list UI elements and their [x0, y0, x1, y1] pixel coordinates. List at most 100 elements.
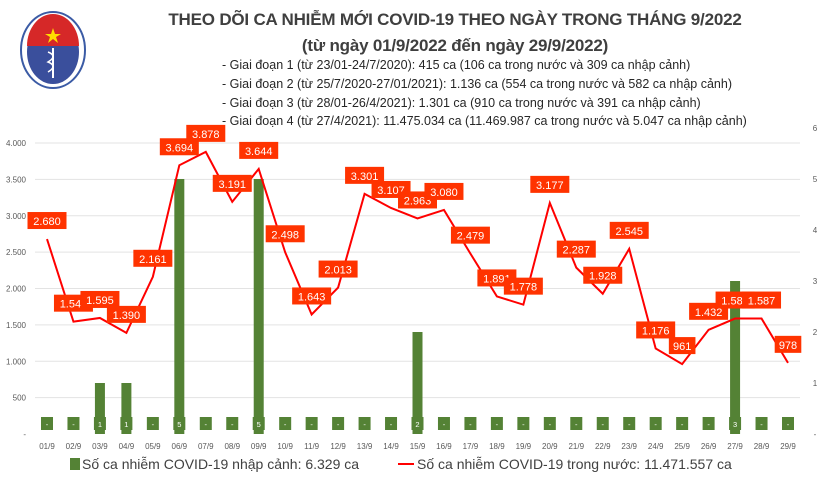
- bar-data-label-box: [332, 417, 345, 430]
- line-data-label-box: [80, 290, 120, 308]
- left-axis-tick-label: 500: [13, 394, 27, 403]
- bar-data-label: -: [72, 420, 75, 429]
- bar-data-label-box: [146, 417, 159, 430]
- bar-data-label-box: [199, 417, 212, 430]
- left-axis-tick-label: 3.500: [6, 175, 27, 184]
- x-axis-tick-label: 18/9: [489, 442, 505, 451]
- x-axis-tick-label: 26/9: [701, 442, 717, 451]
- bar-data-label: -: [575, 420, 578, 429]
- line-data-label-box: [583, 266, 623, 284]
- bar-data-label-box: [279, 417, 292, 430]
- bar-data-label: -: [46, 420, 49, 429]
- bar-data-label-box: [649, 417, 662, 430]
- bar-data-label-box: [596, 417, 609, 430]
- bar-data-label: -: [469, 420, 472, 429]
- bar-data-label-box: [702, 417, 715, 430]
- line-data-label: 3.878: [192, 129, 220, 141]
- line-data-label: 3.177: [536, 180, 564, 192]
- x-axis-tick-label: 25/9: [674, 442, 690, 451]
- line-data-label-box: [503, 277, 543, 295]
- bar-data-label: -: [443, 420, 446, 429]
- line-data-label: 1.544: [60, 299, 88, 311]
- bar-data-label-box: [305, 417, 318, 430]
- line-data-label: 3.301: [351, 171, 379, 183]
- x-axis-tick-label: 08/9: [224, 442, 240, 451]
- line-data-label-box: [556, 240, 596, 258]
- bar-data-label: 1: [98, 420, 102, 429]
- bar: [94, 383, 105, 434]
- legend-swatch-bar: [70, 458, 80, 470]
- x-axis-tick-label: 07/9: [198, 442, 214, 451]
- bar-data-label-box: [623, 417, 636, 430]
- bar-data-label: 1: [124, 420, 128, 429]
- left-axis-tick-label: 3.000: [6, 212, 27, 221]
- x-axis-tick-label: 28/9: [754, 442, 770, 451]
- line-data-label-box: [133, 249, 173, 267]
- right-axis-tick-label: 4: [813, 226, 818, 235]
- bar-data-label-box: [543, 417, 556, 430]
- bar-data-label-box: [755, 417, 768, 430]
- bar-data-label-box: [782, 417, 794, 430]
- left-axis-tick-label: 4.000: [6, 139, 27, 148]
- x-axis-tick-label: 04/9: [119, 442, 135, 451]
- bar-data-label: -: [707, 420, 710, 429]
- line-data-label-box: [265, 225, 305, 243]
- bar: [174, 179, 185, 434]
- chart-subtitle: (từ ngày 01/9/2022 đến ngày 29/9/2022): [301, 36, 609, 55]
- line-data-label-box: [609, 221, 649, 239]
- ministry-of-health-logo: [20, 11, 86, 89]
- line-data-label-box: [27, 212, 67, 230]
- bar-data-label-box: [120, 417, 133, 430]
- x-axis-tick-label: 14/9: [383, 442, 399, 451]
- line-data-label-box: [424, 182, 464, 200]
- x-axis-tick-label: 17/9: [463, 442, 479, 451]
- right-axis-tick-label: -: [814, 430, 817, 439]
- right-axis-tick-label: 6: [813, 124, 818, 133]
- line-data-label: 2.479: [457, 231, 485, 243]
- bar-data-label: -: [310, 420, 313, 429]
- line-data-label: 1.176: [642, 325, 670, 337]
- x-axis-tick-label: 15/9: [410, 442, 426, 451]
- x-axis-tick-label: 01/9: [39, 442, 55, 451]
- bar-data-label: -: [681, 420, 684, 429]
- legend-label-imported: Số ca nhiễm COVID-19 nhập cảnh: 6.329 ca: [82, 456, 360, 472]
- line-data-label: 3.644: [245, 146, 273, 158]
- line-data-label-box: [106, 305, 146, 323]
- bar-data-label-box: [676, 417, 689, 430]
- left-axis-tick-label: 2.500: [6, 248, 27, 257]
- line-data-label-box: [530, 175, 570, 193]
- x-axis-tick-label: 27/9: [727, 442, 743, 451]
- right-axis-tick-label: 1: [813, 379, 818, 388]
- x-axis-tick-label: 05/9: [145, 442, 161, 451]
- stage-1-text: - Giai đoạn 1 (từ 23/01-24/7/2020): 415 …: [222, 58, 691, 72]
- bar-data-label-box: [517, 417, 530, 430]
- bar-data-label-box: [358, 417, 371, 430]
- bar-data-label-box: [464, 417, 477, 430]
- bar: [121, 383, 132, 434]
- line-data-label-box: [239, 141, 279, 159]
- stage-3-text: - Giai đoạn 3 (từ 28/01-26/4/2021): 1.30…: [222, 96, 701, 110]
- bar-data-label: 5: [177, 420, 181, 429]
- bar-data-label-box: [437, 417, 450, 430]
- line-data-label: 1.643: [298, 291, 326, 303]
- x-axis-tick-label: 20/9: [542, 442, 558, 451]
- legend-item-imported: Số ca nhiễm COVID-19 nhập cảnh: 6.329 ca: [70, 456, 359, 472]
- legend-item-domestic: Số ca nhiễm COVID-19 trong nước: 11.471.…: [398, 456, 732, 472]
- line-data-label: 1.891: [483, 273, 511, 285]
- bar-data-label: 5: [257, 420, 261, 429]
- line-data-label: 1.432: [695, 307, 723, 319]
- x-axis-tick-label: 13/9: [357, 442, 373, 451]
- line-data-label-box: [668, 337, 696, 355]
- bar-data-label-box: [385, 417, 398, 430]
- bar-data-label-box: [93, 417, 106, 430]
- left-axis-tick-label: -: [23, 430, 26, 439]
- bar-data-label-box: [252, 417, 265, 430]
- bar-data-label: -: [390, 420, 393, 429]
- x-axis-tick-label: 24/9: [648, 442, 664, 451]
- domestic-cases-line: [46, 150, 789, 366]
- bar-data-label: -: [628, 420, 631, 429]
- line-data-label-box: [318, 260, 358, 278]
- left-axis-tick-label: 1.000: [6, 357, 27, 366]
- bar-data-label: 3: [733, 420, 737, 429]
